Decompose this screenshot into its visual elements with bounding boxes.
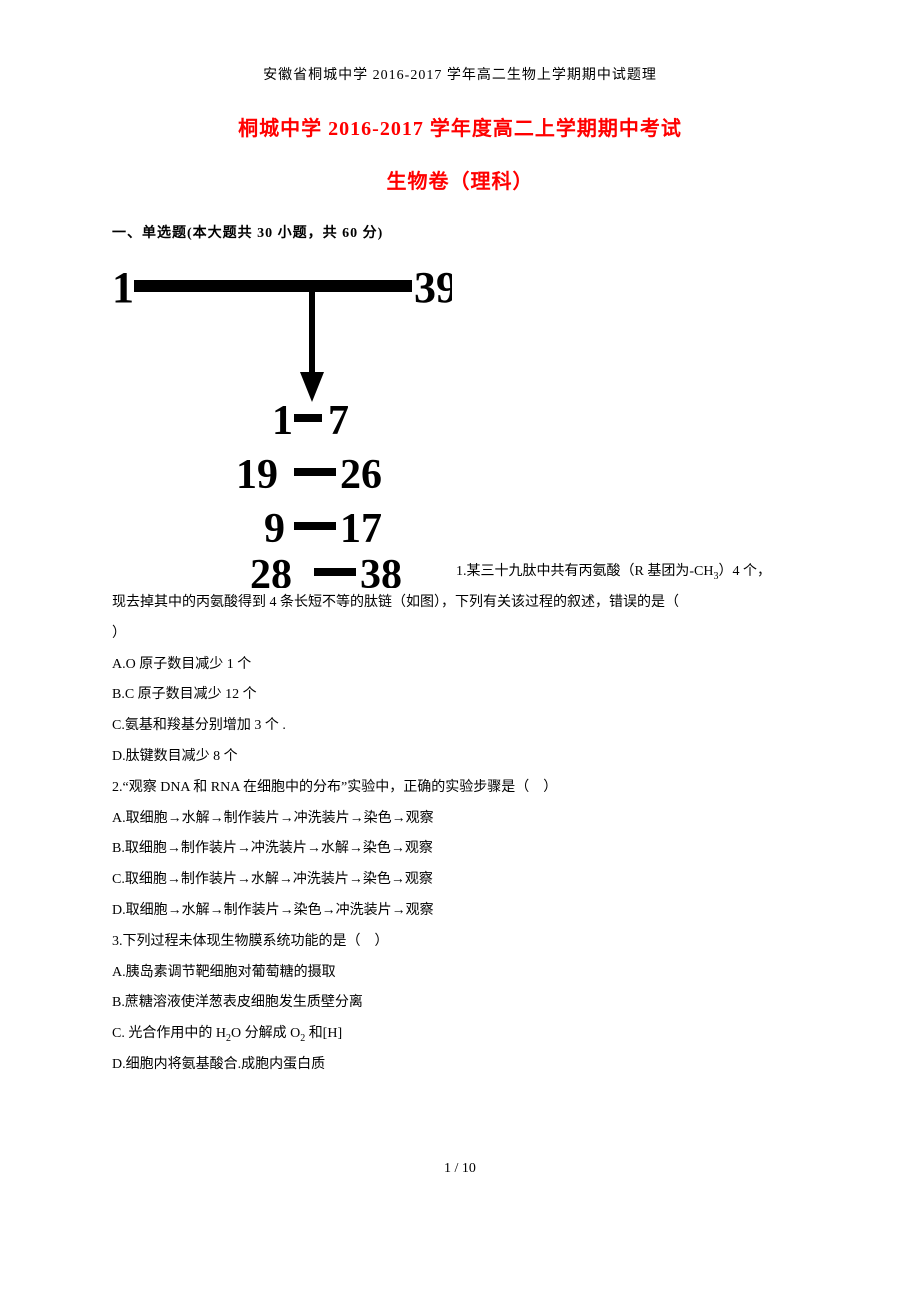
q1-option-d: D.肽键数目减少 8 个 [112, 742, 808, 773]
q3-stem: 3.下列过程未体现生物膜系统功能的是（ ） [112, 927, 808, 958]
q3-option-b: B.蔗糖溶液使洋葱表皮细胞发生质壁分离 [112, 988, 808, 1019]
running-header: 安徽省桐城中学 2016-2017 学年高二生物上学期期中试题理 [112, 64, 808, 84]
svg-text:1: 1 [272, 398, 293, 444]
peptide-diagram: 1 39 1 7 19 26 9 17 28 38 [112, 250, 452, 588]
q1-stem-part1: 1.某三十九肽中共有丙氨酸（R 基团为-CH [456, 564, 713, 579]
q3-option-d: D.细胞内将氨基酸合.成胞内蛋白质 [112, 1050, 808, 1081]
q3c-mid: O 分解成 O [231, 1026, 300, 1041]
svg-text:19: 19 [236, 452, 278, 498]
section-heading: 一、单选题(本大题共 30 小题，共 60 分) [112, 222, 808, 242]
q3-option-a: A.胰岛素调节靶细胞对葡萄糖的摄取 [112, 958, 808, 989]
q3c-pre: C. 光合作用中的 H [112, 1026, 226, 1041]
q3-option-c: C. 光合作用中的 H2O 分解成 O2 和[H] [112, 1019, 808, 1050]
q1-stem-part2: ）4 个， [718, 564, 771, 579]
svg-text:26: 26 [340, 452, 382, 498]
svg-text:39: 39 [414, 263, 452, 312]
q2-stem: 2.“观察 DNA 和 RNA 在细胞中的分布”实验中，正确的实验步骤是（ ） [112, 773, 808, 804]
svg-text:9: 9 [264, 506, 285, 552]
q2-option-d: D.取细胞→水解→制作装片→染色→冲洗装片→观察 [112, 896, 808, 927]
svg-text:17: 17 [340, 506, 382, 552]
svg-text:7: 7 [328, 398, 349, 444]
svg-text:28: 28 [250, 552, 292, 588]
svg-text:1: 1 [112, 263, 134, 312]
q3c-post: 和[H] [305, 1026, 342, 1041]
q1-stem-line2: 现去掉其中的丙氨酸得到 4 条长短不等的肽链（如图），下列有关该过程的叙述，错误… [112, 588, 808, 619]
q1-option-c: C.氨基和羧基分别增加 3 个 . [112, 711, 808, 742]
q1-option-a: A.O 原子数目减少 1 个 [112, 650, 808, 681]
q1-block: 1 39 1 7 19 26 9 17 28 38 1.某三十九肽中共有丙氨酸（… [112, 250, 808, 588]
q2-option-a: A.取细胞→水解→制作装片→冲洗装片→染色→观察 [112, 804, 808, 835]
q2-option-b: B.取细胞→制作装片→冲洗装片→水解→染色→观察 [112, 834, 808, 865]
exam-title-main: 桐城中学 2016-2017 学年度高二上学期期中考试 [112, 112, 808, 141]
svg-text:38: 38 [360, 552, 402, 588]
q1-stem-inline: 1.某三十九肽中共有丙氨酸（R 基团为-CH3）4 个， [456, 564, 771, 579]
exam-title-sub: 生物卷（理科） [112, 165, 808, 194]
page-footer: 1 / 10 [112, 1161, 808, 1177]
page: 安徽省桐城中学 2016-2017 学年高二生物上学期期中试题理 桐城中学 20… [0, 0, 920, 1217]
q2-option-c: C.取细胞→制作装片→水解→冲洗装片→染色→观察 [112, 865, 808, 896]
q1-option-b: B.C 原子数目减少 12 个 [112, 680, 808, 711]
q1-stem-line3: ） [112, 619, 808, 650]
